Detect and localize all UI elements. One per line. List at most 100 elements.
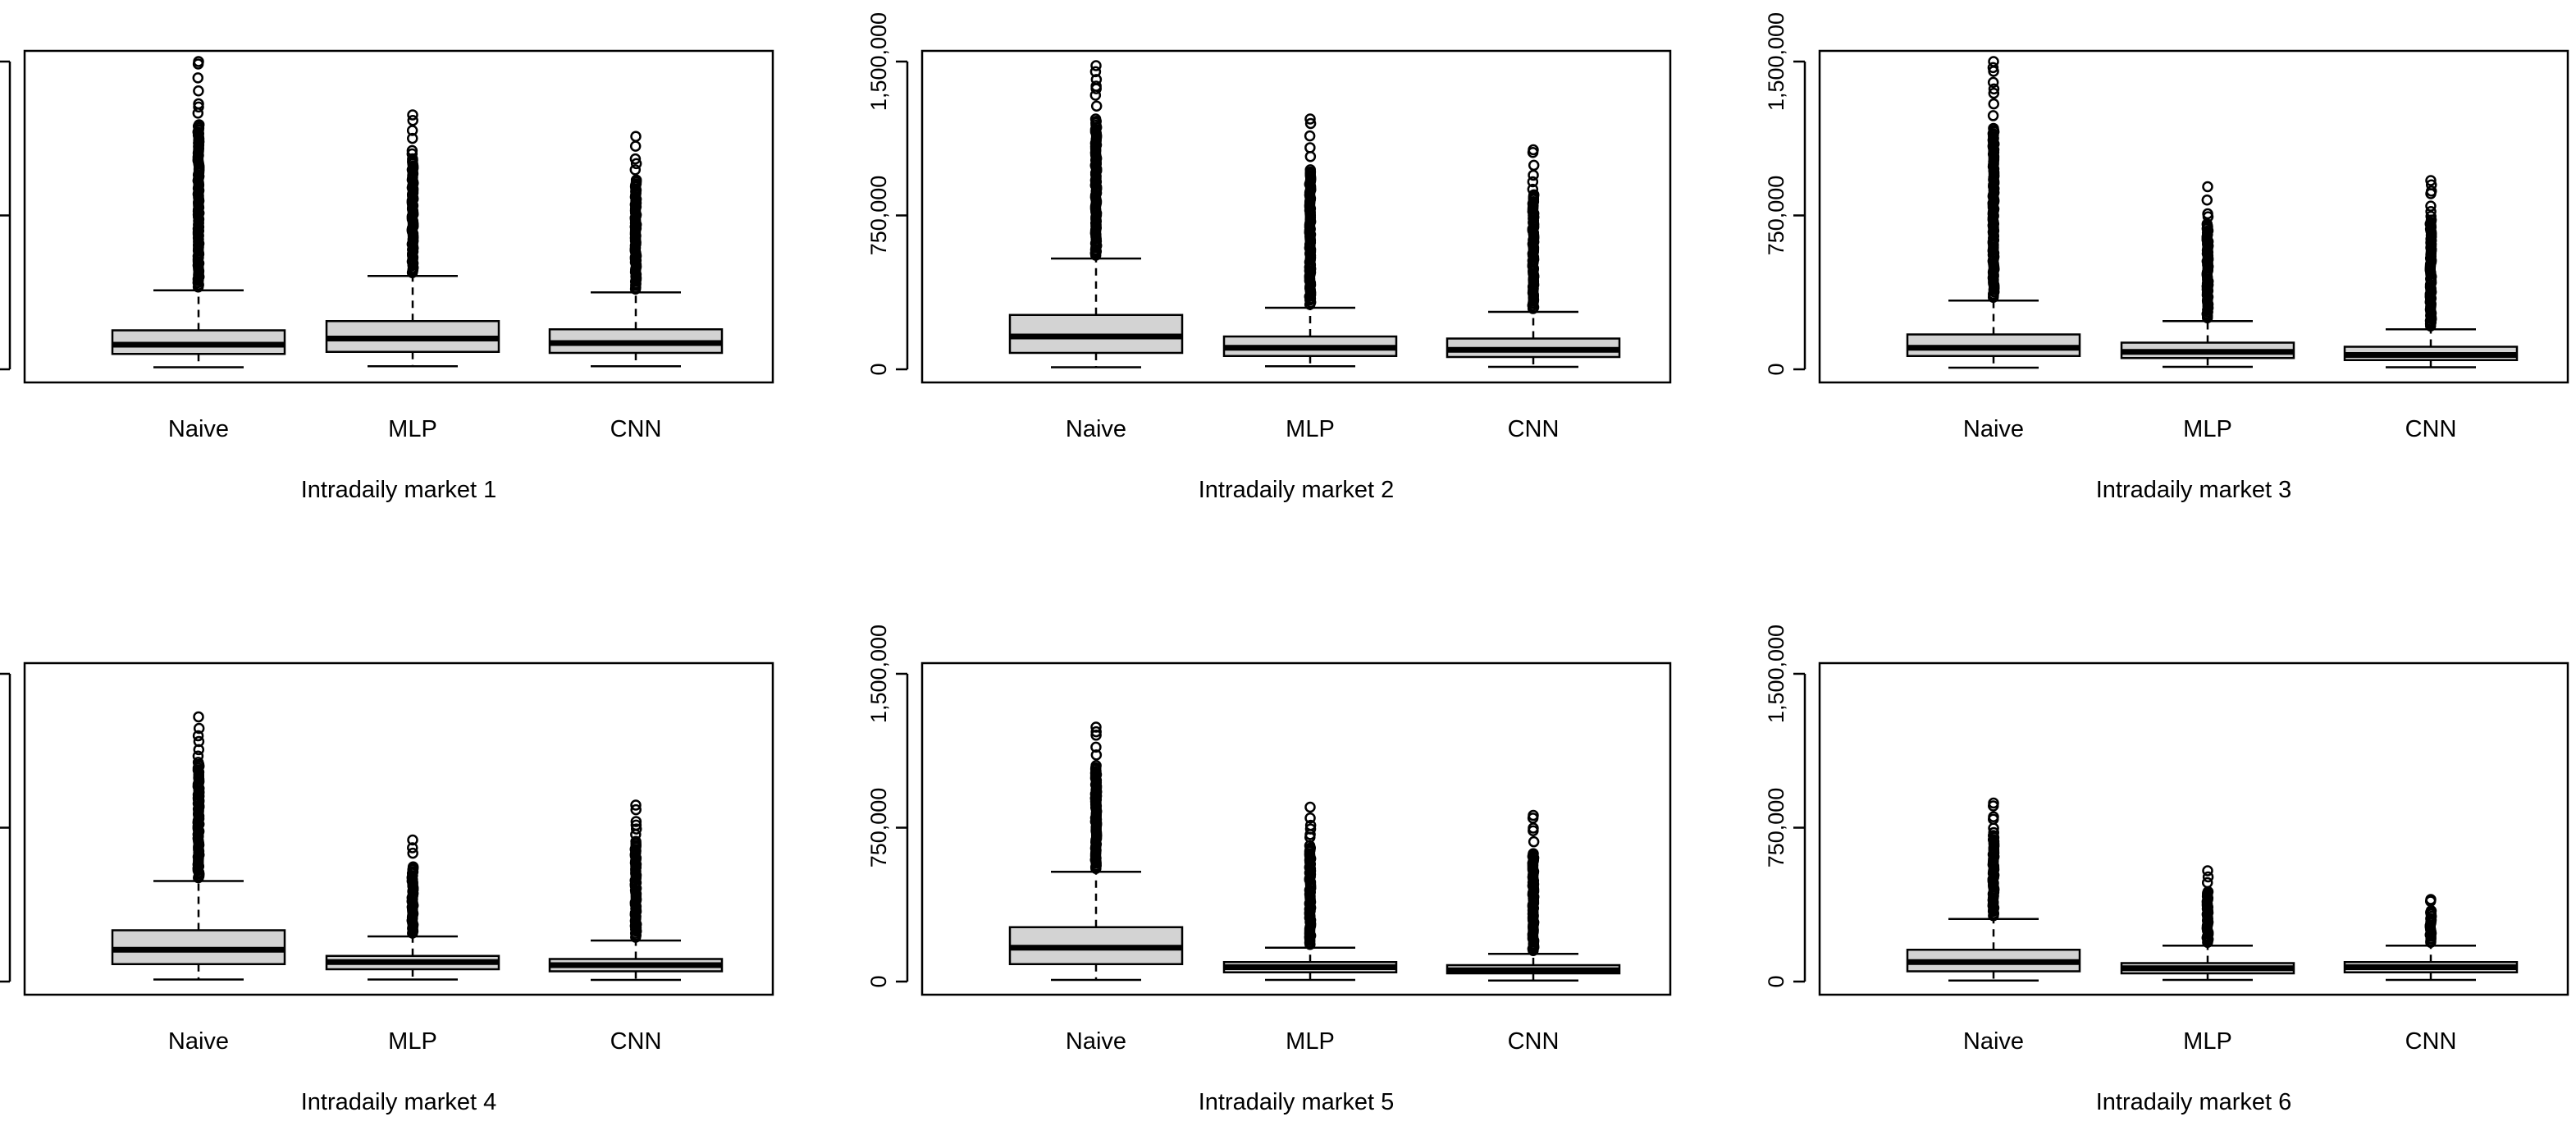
outlier-point bbox=[193, 735, 205, 748]
outlier-point bbox=[630, 158, 642, 170]
box-naive bbox=[1008, 60, 1184, 368]
outlier-point bbox=[1528, 848, 1539, 859]
panel-title: Intradaily market 2 bbox=[1199, 477, 1395, 503]
category-label: CNN bbox=[610, 416, 662, 442]
category-label: MLP bbox=[1286, 1028, 1335, 1055]
category-label: CNN bbox=[1508, 1028, 1560, 1055]
outlier-point bbox=[1987, 76, 1999, 89]
outlier-point bbox=[1988, 98, 1999, 110]
plot-frame bbox=[920, 49, 1672, 384]
outlier-point bbox=[1304, 164, 1317, 176]
y-tick-label: 0 bbox=[1764, 363, 1788, 375]
outlier-point bbox=[1304, 117, 1317, 130]
outlier-point bbox=[630, 835, 642, 848]
outlier-point bbox=[2425, 179, 2437, 191]
outlier-point bbox=[1304, 812, 1316, 824]
outlier-point bbox=[193, 711, 204, 723]
outlier-point bbox=[1987, 62, 1999, 74]
outlier-point bbox=[1089, 66, 1102, 78]
outlier-point bbox=[2425, 894, 2437, 905]
outlier-point bbox=[1304, 150, 1317, 162]
outlier-point bbox=[1988, 83, 2000, 95]
outlier-point bbox=[406, 125, 418, 136]
category-label: MLP bbox=[2183, 416, 2232, 442]
outlier-point bbox=[1304, 801, 1316, 813]
category-label: Naive bbox=[1066, 1028, 1126, 1055]
panel-3: 0 750,000 1,500,000 Naive MLP CNN Intradaily m… bbox=[1764, 12, 2569, 503]
box-cnn bbox=[2343, 175, 2519, 368]
outlier-point bbox=[1304, 142, 1316, 153]
outlier-point bbox=[2202, 208, 2213, 220]
box-mlp bbox=[325, 834, 500, 981]
outlier-point bbox=[2202, 871, 2214, 883]
outlier-point bbox=[2425, 185, 2437, 197]
outlier-point bbox=[1528, 835, 1540, 848]
outlier-point bbox=[406, 144, 418, 157]
outlier-point bbox=[1988, 122, 1999, 135]
outlier-point bbox=[1528, 159, 1540, 172]
outlier-point bbox=[1089, 113, 1102, 125]
y-tick-label: 0 bbox=[866, 363, 891, 375]
panel-title: Intradaily market 4 bbox=[301, 1089, 497, 1115]
outlier-point bbox=[629, 140, 642, 152]
category-label: CNN bbox=[2405, 416, 2457, 442]
outlier-point bbox=[407, 847, 418, 859]
category-label: MLP bbox=[388, 416, 437, 442]
outlier-point bbox=[630, 130, 642, 142]
plot-frame bbox=[23, 661, 774, 996]
outlier-point bbox=[1090, 60, 1102, 71]
outlier-point bbox=[629, 153, 642, 165]
y-tick-label: 750,000 bbox=[1764, 788, 1788, 868]
outlier-point bbox=[192, 757, 204, 768]
outlier-point bbox=[1527, 176, 1539, 188]
outlier-point bbox=[1528, 144, 1539, 156]
outlier-point bbox=[630, 799, 642, 811]
outlier-point bbox=[193, 56, 204, 67]
outlier-point bbox=[2425, 175, 2437, 186]
outlier-point bbox=[2201, 195, 2213, 206]
category-label: Naive bbox=[168, 1028, 229, 1055]
outlier-point bbox=[630, 174, 642, 186]
outlier-point bbox=[2425, 200, 2437, 212]
y-tick-label: 750,000 bbox=[866, 788, 891, 868]
box-mlp bbox=[1222, 801, 1398, 982]
outlier-point bbox=[629, 164, 642, 176]
box-cnn bbox=[2343, 894, 2519, 982]
outlier-point bbox=[1987, 110, 1999, 121]
outlier-point bbox=[1090, 725, 1102, 738]
box-cnn bbox=[1446, 144, 1621, 368]
outlier-point bbox=[2202, 181, 2213, 193]
outlier-point bbox=[630, 823, 642, 835]
outlier-point bbox=[1090, 80, 1102, 92]
outlier-point bbox=[1304, 113, 1316, 125]
category-label: Naive bbox=[1066, 416, 1126, 442]
y-tick-label: 750,000 bbox=[1764, 176, 1788, 256]
panel-title: Intradaily market 6 bbox=[2096, 1089, 2292, 1115]
outlier-point bbox=[2201, 218, 2213, 230]
plot-frame bbox=[920, 661, 1672, 996]
outlier-point bbox=[2425, 206, 2437, 217]
outlier-point bbox=[1988, 811, 1999, 822]
y-tick-label: 1,500,000 bbox=[866, 12, 891, 111]
outlier-point bbox=[193, 119, 205, 130]
panel-6: 0 750,000 1,500,000 Naive MLP CNN Intradaily m… bbox=[1764, 625, 2569, 1115]
outlier-point bbox=[407, 132, 418, 144]
category-label: MLP bbox=[1286, 416, 1335, 442]
plot-frame bbox=[23, 49, 774, 384]
outlier-point bbox=[1304, 130, 1316, 142]
category-label: CNN bbox=[2405, 1028, 2457, 1055]
box-naive bbox=[111, 711, 286, 981]
outlier-point bbox=[407, 115, 418, 126]
outlier-point bbox=[1090, 741, 1102, 753]
outlier-point bbox=[1988, 87, 2000, 99]
y-tick-label: 1,500,000 bbox=[1764, 625, 1788, 723]
outlier-point bbox=[2202, 865, 2213, 877]
outlier-point bbox=[630, 803, 642, 816]
box-cnn bbox=[1446, 809, 1621, 982]
outlier-point bbox=[1527, 183, 1539, 195]
box-naive bbox=[1906, 56, 2081, 369]
category-label: Naive bbox=[1963, 1028, 2024, 1055]
outlier-point bbox=[1090, 100, 1103, 112]
